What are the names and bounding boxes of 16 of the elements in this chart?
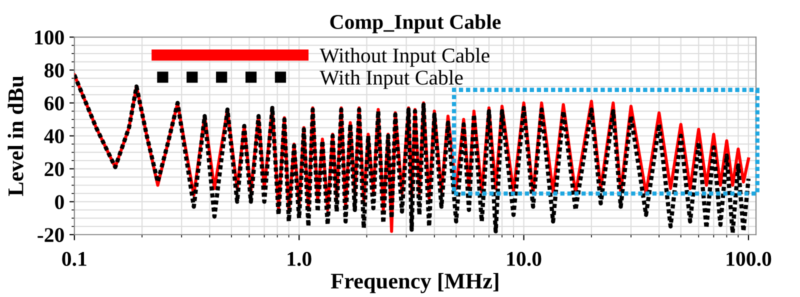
y-tick-label: 40	[44, 129, 64, 144]
chart-title: Comp_Input Cable	[330, 14, 501, 34]
x-tick-label: 1.0	[288, 252, 312, 266]
x-tick-label: 100.0	[726, 252, 772, 266]
y-tick-label: 0	[55, 195, 64, 210]
y-tick-label: 80	[44, 63, 64, 78]
y-tick-label: 100	[35, 30, 64, 45]
series-label: With Input Cable	[320, 70, 463, 89]
series-label: Without Input Cable	[320, 48, 490, 67]
x-tick-label: 10.0	[507, 252, 542, 266]
y-tick-label: 60	[44, 96, 64, 110]
y-axis-title: Level in dBu	[8, 76, 24, 196]
y-tick-label: -20	[38, 228, 64, 242]
y-tick-label: 20	[44, 162, 64, 176]
x-axis-title: Frequency [MHz]	[330, 272, 498, 294]
x-tick-label: 0.1	[62, 252, 86, 266]
